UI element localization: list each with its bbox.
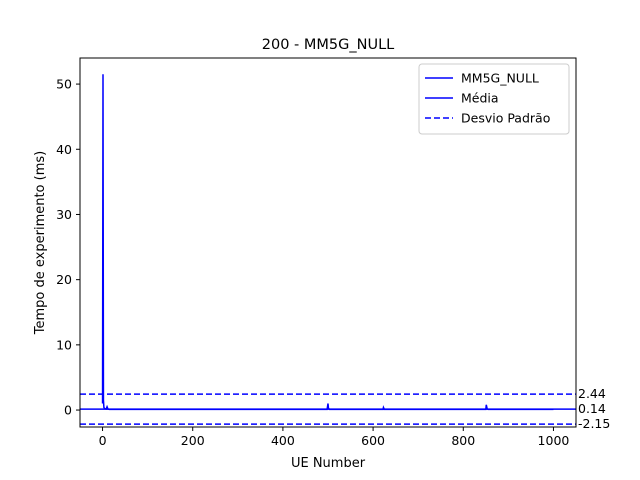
y-tick-label: 20 [56,272,72,287]
x-tick-label: 400 [271,433,295,448]
y-tick-label: 0 [64,403,72,418]
y-axis-label: Tempo de experimento (ms) [33,151,48,335]
y-axis: 0 10 20 30 40 50 [56,77,80,418]
x-tick-label: 800 [451,433,475,448]
reference-line-label: -2.15 [578,416,610,431]
x-tick-label: 1000 [538,433,570,448]
legend-label: Média [461,91,499,106]
reference-line-label: 0.14 [578,401,606,416]
legend-label: Desvio Padrão [461,111,550,126]
legend-box [418,63,570,135]
legend-label: MM5G_NULL [461,71,539,86]
y-tick-label: 10 [56,337,72,352]
x-tick-label: 600 [361,433,385,448]
x-tick-label: 0 [99,433,107,448]
chart-title: 200 - MM5G_NULL [262,37,394,53]
x-axis: 0 200 400 600 800 1000 [99,427,570,448]
plot-frame [79,57,577,428]
series-layer [80,74,576,425]
y-tick-label: 30 [56,207,72,222]
reference-line-label: 2.44 [578,386,606,401]
x-tick-label: 200 [181,433,205,448]
x-axis-label: UE Number [291,456,366,471]
legend: MM5G_NULL Média Desvio Padrão [418,63,570,135]
y-tick-label: 50 [56,77,72,92]
y-tick-label: 40 [56,142,72,157]
reference-line-labels: 2.440.14-2.15 [578,386,610,431]
